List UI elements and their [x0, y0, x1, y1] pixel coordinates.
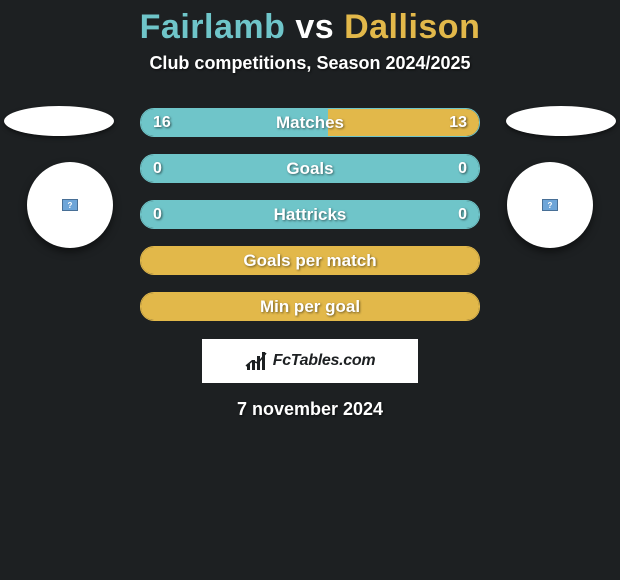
stat-value-right: 0 [458, 206, 467, 224]
logo-text: FcTables.com [273, 352, 376, 370]
page-title: Fairlamb vs Dallison [0, 0, 620, 47]
avatar-placeholder-icon: ? [62, 199, 78, 211]
comparison-area: ? ? 16 13 Matches 0 0 Goals 0 0 Hattricks Goals p… [0, 108, 620, 420]
player-left-name: Fairlamb [140, 8, 286, 46]
player-right-name: Dallison [344, 8, 480, 46]
stat-value-right: 13 [449, 114, 467, 132]
stat-row: Goals per match [140, 246, 480, 275]
avatar-placeholder-icon: ? [542, 199, 558, 211]
stat-label: Hattricks [274, 205, 347, 225]
logo-box: FcTables.com [202, 339, 418, 383]
left-player-avatar: ? [27, 162, 113, 248]
stat-label: Min per goal [260, 297, 360, 317]
subtitle: Club competitions, Season 2024/2025 [0, 53, 620, 74]
right-player-avatar: ? [507, 162, 593, 248]
avatar-placeholder-text: ? [68, 201, 73, 210]
right-ellipse-marker [506, 106, 616, 136]
stat-row: 0 0 Goals [140, 154, 480, 183]
vs-text: vs [285, 8, 344, 46]
date-text: 7 november 2024 [0, 399, 620, 420]
stat-label: Goals [286, 159, 333, 179]
stat-label: Matches [276, 113, 344, 133]
stat-row: 16 13 Matches [140, 108, 480, 137]
left-ellipse-marker [4, 106, 114, 136]
stat-value-left: 0 [153, 206, 162, 224]
stat-label: Goals per match [243, 251, 376, 271]
stat-value-left: 16 [153, 114, 171, 132]
stat-row: Min per goal [140, 292, 480, 321]
logo-chart-icon [245, 352, 267, 370]
stat-row: 0 0 Hattricks [140, 200, 480, 229]
stat-value-left: 0 [153, 160, 162, 178]
stat-rows: 16 13 Matches 0 0 Goals 0 0 Hattricks Goals per m… [140, 108, 480, 321]
avatar-placeholder-text: ? [548, 201, 553, 210]
stat-value-right: 0 [458, 160, 467, 178]
